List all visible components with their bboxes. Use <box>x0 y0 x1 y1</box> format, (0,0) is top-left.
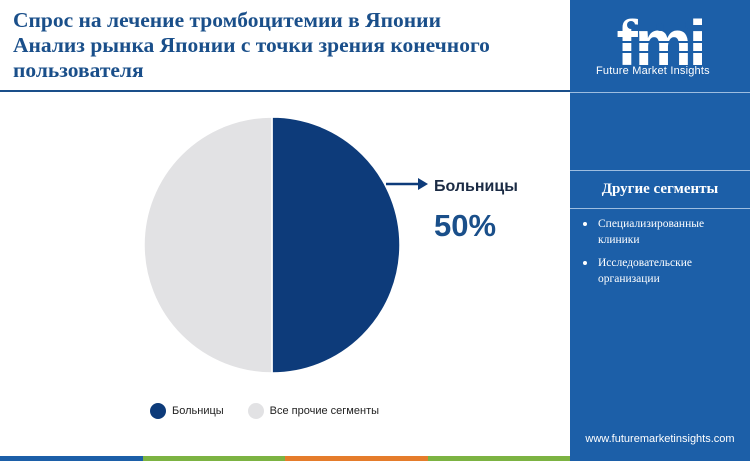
segment-label: Исследовательские организации <box>598 257 692 285</box>
sidebar-divider <box>570 92 750 93</box>
accent-segment <box>0 456 143 461</box>
title-line-3: пользователя <box>13 58 144 82</box>
callout-arrow-head <box>418 178 428 190</box>
title-divider <box>0 90 570 92</box>
pie-chart: Больницы 50% <box>143 116 518 374</box>
chart-legend: Больницы Все прочие сегменты <box>150 402 403 420</box>
pie-slice-other-segments <box>143 116 273 374</box>
main-panel: Спрос на лечение тромбоцитемии в Японии … <box>0 8 570 461</box>
pie-slice-hospitals <box>271 116 401 374</box>
list-item: Исследовательские организации <box>578 255 743 287</box>
segment-list: Специализированные клиники Исследователь… <box>578 216 743 294</box>
legend-label: Больницы <box>172 405 224 417</box>
sidebar: fmi Future Market Insights Другие сегмен… <box>570 0 750 461</box>
title-line-2: Анализ рынка Японии с точки зрения конеч… <box>13 33 490 57</box>
accent-segment <box>285 456 428 461</box>
legend-swatch <box>150 403 166 419</box>
pie-slices <box>143 116 401 374</box>
website-url[interactable]: www.futuremarketinsights.com <box>585 433 735 445</box>
legend-label: Все прочие сегменты <box>269 405 380 417</box>
legend-item-hospitals: Больницы <box>150 403 224 419</box>
callout-label: Больницы <box>434 178 518 195</box>
callout: Больницы 50% <box>386 178 518 243</box>
legend-item-other: Все прочие сегменты <box>247 403 380 419</box>
callout-value: 50% <box>434 208 496 243</box>
accent-segment <box>142 456 285 461</box>
fmi-logo: fmi <box>597 8 723 78</box>
other-segments-heading: Другие сегменты <box>601 181 719 197</box>
brand-name: Future Market Insights <box>596 65 710 77</box>
bullet-icon <box>583 222 587 226</box>
list-item: Специализированные клиники <box>578 216 743 248</box>
bullet-icon <box>583 261 587 265</box>
page-title: Спрос на лечение тромбоцитемии в Японии … <box>13 8 563 83</box>
accent-bar <box>0 456 570 461</box>
heading-divider-bottom <box>570 208 750 209</box>
title-line-1: Спрос на лечение тромбоцитемии в Японии <box>13 8 441 32</box>
segment-label: Специализированные клиники <box>598 218 705 246</box>
heading-divider-top <box>570 170 750 171</box>
accent-segment <box>427 456 570 461</box>
legend-swatch <box>247 403 264 419</box>
